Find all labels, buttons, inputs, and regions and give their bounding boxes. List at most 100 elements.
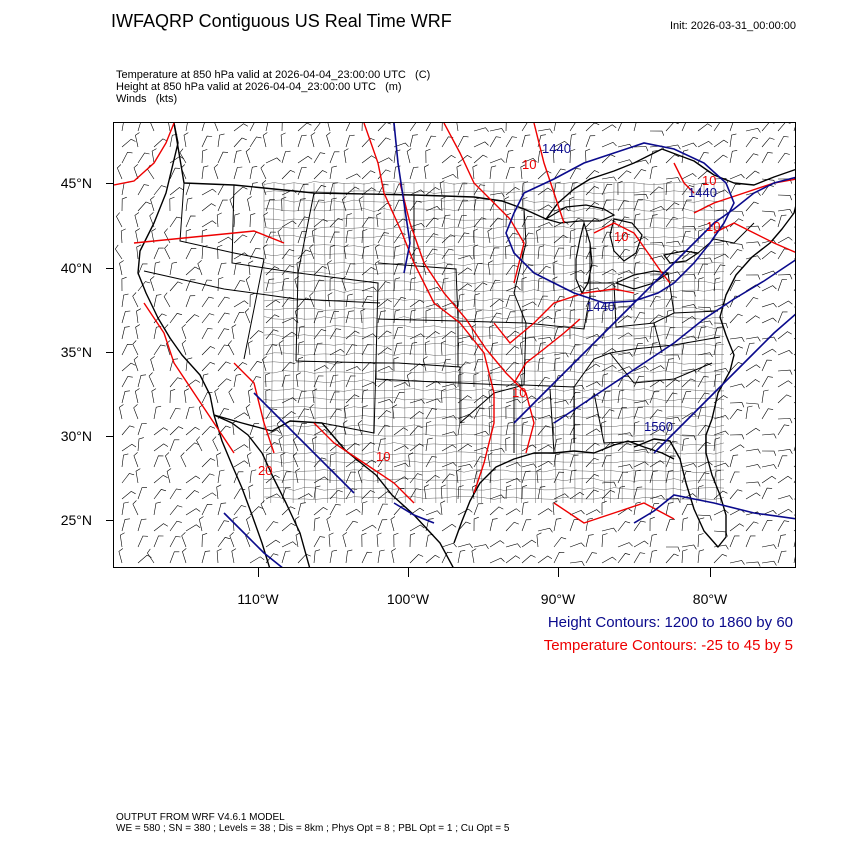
wind-barb: [601, 500, 607, 515]
county-line: [720, 182, 725, 504]
wind-barb: [329, 276, 335, 292]
wind-barb: [313, 375, 324, 388]
wind-barb: [393, 183, 404, 196]
winds-field-line: Winds (kts): [116, 93, 430, 105]
wind-barb: [150, 356, 155, 372]
wind-barb: [297, 390, 307, 404]
wind-barb: [233, 280, 245, 292]
wind-barb: [390, 516, 396, 532]
wind-barb: [665, 502, 674, 516]
wind-barb: [601, 364, 617, 372]
wind-barb: [505, 187, 520, 196]
state-boundaries-layer: [143, 182, 755, 454]
wind-barb: [521, 421, 528, 436]
wind-barb: [262, 132, 268, 148]
wind-barb: [697, 533, 704, 548]
wind-barb: [281, 317, 297, 324]
wind-barb: [278, 436, 284, 452]
wind-barb: [440, 340, 447, 356]
lon-tick: [258, 568, 259, 577]
wind-barb: [569, 133, 577, 148]
wind-barb: [505, 244, 511, 260]
winds-field-units: (kts): [155, 93, 178, 105]
wind-barb: [169, 505, 183, 516]
wind-barb: [536, 228, 542, 244]
height-contour-label: 1440: [586, 299, 615, 314]
wind-barb: [425, 554, 440, 564]
wind-barb: [713, 368, 729, 373]
wind-barb: [793, 498, 795, 500]
wind-barb: [361, 381, 377, 388]
wind-barb: [121, 473, 135, 484]
wind-barb: [633, 213, 641, 228]
wind-barb: [281, 123, 283, 132]
temperature-contour: [553, 502, 675, 524]
wind-barb: [297, 502, 306, 516]
wind-barb: [793, 417, 795, 420]
wind-barb: [147, 548, 155, 564]
wind-barb: [265, 199, 275, 212]
wind-barb: [601, 527, 617, 533]
wind-barb: [745, 274, 761, 280]
wind-barb: [169, 167, 181, 180]
wind-barb: [537, 357, 545, 372]
wind-barb: [393, 142, 409, 148]
field-descriptions: Temperature at 850 hPa valid at 2026-04-…: [116, 69, 430, 105]
wind-barb: [361, 524, 377, 532]
wind-barb: [472, 228, 478, 244]
wind-barb: [472, 244, 478, 260]
wind-barb: [169, 536, 181, 548]
wind-barb: [360, 308, 366, 324]
wind-barb: [505, 398, 521, 404]
wind-barb: [633, 169, 647, 180]
wind-barb: [425, 148, 431, 164]
wind-barb: [361, 333, 377, 340]
wind-barb: [201, 313, 215, 324]
wind-barb: [409, 309, 417, 324]
wind-barb: [745, 364, 761, 372]
wind-barb: [201, 473, 215, 484]
wind-barb: [393, 199, 405, 212]
wind-barb: [487, 260, 493, 276]
wind-barb: [713, 430, 729, 436]
wind-barb: [425, 135, 437, 148]
wind-barb: [537, 425, 551, 436]
wind-barb: [697, 277, 704, 292]
wind-barb: [537, 415, 553, 420]
temperature-contour: [493, 288, 635, 344]
county-line: [621, 182, 625, 504]
wind-barb: [633, 552, 646, 564]
county-line: [263, 262, 725, 266]
wind-barb: [425, 206, 441, 212]
wind-barb: [297, 341, 304, 356]
wind-barb: [423, 484, 429, 500]
county-line: [680, 182, 685, 504]
wind-barb: [585, 517, 593, 532]
state-line: [653, 322, 663, 354]
wind-barb: [761, 450, 777, 456]
wind-barb: [617, 521, 631, 532]
wind-barb: [601, 141, 617, 148]
wind-barb: [169, 261, 178, 276]
wind-barb: [153, 535, 164, 548]
county-line: [263, 325, 725, 329]
wind-barb: [329, 197, 337, 212]
wind-barb: [201, 373, 209, 388]
county-line: [263, 235, 725, 239]
lat-label-40n: 40°N: [60, 260, 92, 276]
wind-barb: [713, 189, 729, 196]
wind-barb: [393, 391, 405, 404]
wind-barb: [201, 503, 213, 516]
wind-barb: [313, 218, 328, 228]
wind-barb: [793, 306, 795, 308]
wind-barb: [777, 331, 792, 340]
wind-barb: [393, 427, 409, 436]
wind-barb: [745, 464, 761, 469]
wind-barb: [231, 324, 237, 340]
wind-barb: [233, 123, 248, 132]
wind-barb: [456, 123, 459, 132]
wind-barb: [169, 187, 184, 196]
wind-barb: [713, 553, 728, 564]
wind-barb: [649, 428, 665, 436]
wind-barb: [681, 549, 688, 564]
